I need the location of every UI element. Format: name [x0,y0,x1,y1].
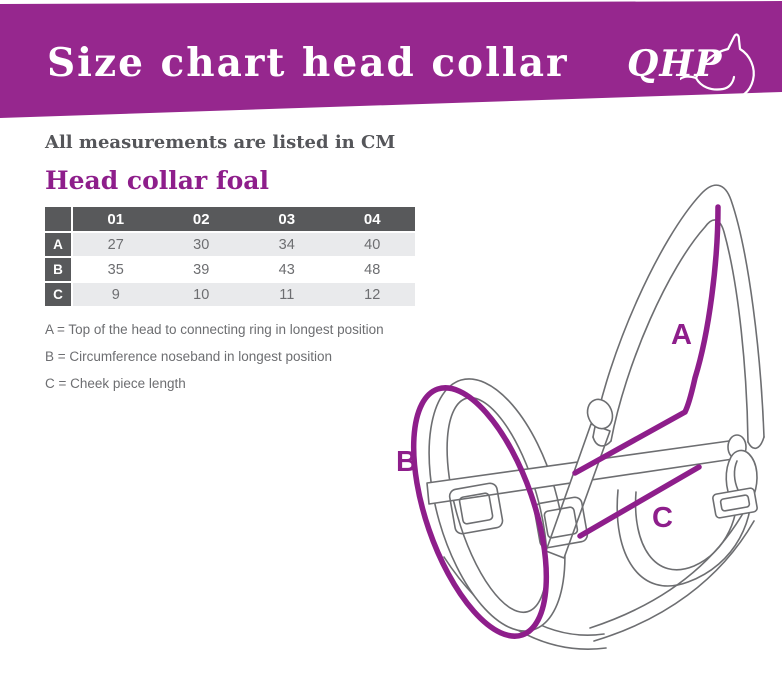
size-cell: 27 [73,233,159,258]
size-cell: 35 [73,258,159,283]
size-table-body: A 27 30 34 40 B 35 39 43 48 C 9 10 11 12 [45,233,415,308]
qhp-logo-text: QHP [627,43,723,85]
size-cell: 40 [329,233,415,258]
size-cell: 43 [244,258,330,283]
table-row: C 9 10 11 12 [45,283,415,308]
column-header: 04 [329,207,415,233]
section-title: Head collar foal [45,166,269,195]
size-cell: 9 [73,283,159,308]
measure-b-label: B [396,446,417,478]
measurements-note: All measurements are listed in CM [45,132,396,153]
legend-item: B = Circumference noseband in longest po… [45,349,333,364]
banner-shape [0,1,782,118]
table-row: A 27 30 34 40 [45,233,415,258]
page-title: Size chart head collar [47,40,569,86]
size-cell: 30 [158,233,244,258]
brand-logo: QHP [627,33,777,106]
row-label: C [45,283,73,308]
size-table-head: 01 02 03 04 [45,207,415,233]
size-cell: 12 [329,283,415,308]
column-header: 02 [158,207,244,233]
row-label: B [45,258,73,283]
size-table: 01 02 03 04 A 27 30 34 40 B 35 39 43 48 C 9 10 11 12 [45,207,415,308]
header-banner [0,1,782,118]
halter-outline [426,184,765,650]
size-cell: 11 [244,283,330,308]
row-label: A [45,233,73,258]
size-cell: 34 [244,233,330,258]
size-table-header-row: 01 02 03 04 [45,207,415,233]
size-cell: 39 [158,258,244,283]
legend-item: A = Top of the head to connecting ring i… [45,322,384,337]
legend: A = Top of the head to connecting ring i… [45,316,384,397]
column-header: 03 [244,207,330,233]
size-cell: 10 [158,283,244,308]
corner-cell [45,207,73,233]
legend-item: C = Cheek piece length [45,376,186,391]
horse-logo-icon [680,33,755,100]
measure-c-line [577,464,702,539]
table-row: B 35 39 43 48 [45,258,415,283]
size-cell: 48 [329,258,415,283]
measure-a-label: A [671,319,692,351]
measure-b-ellipse [410,385,550,639]
column-header: 01 [73,207,159,233]
measure-c-label: C [652,502,673,534]
measure-a-line [572,204,721,476]
